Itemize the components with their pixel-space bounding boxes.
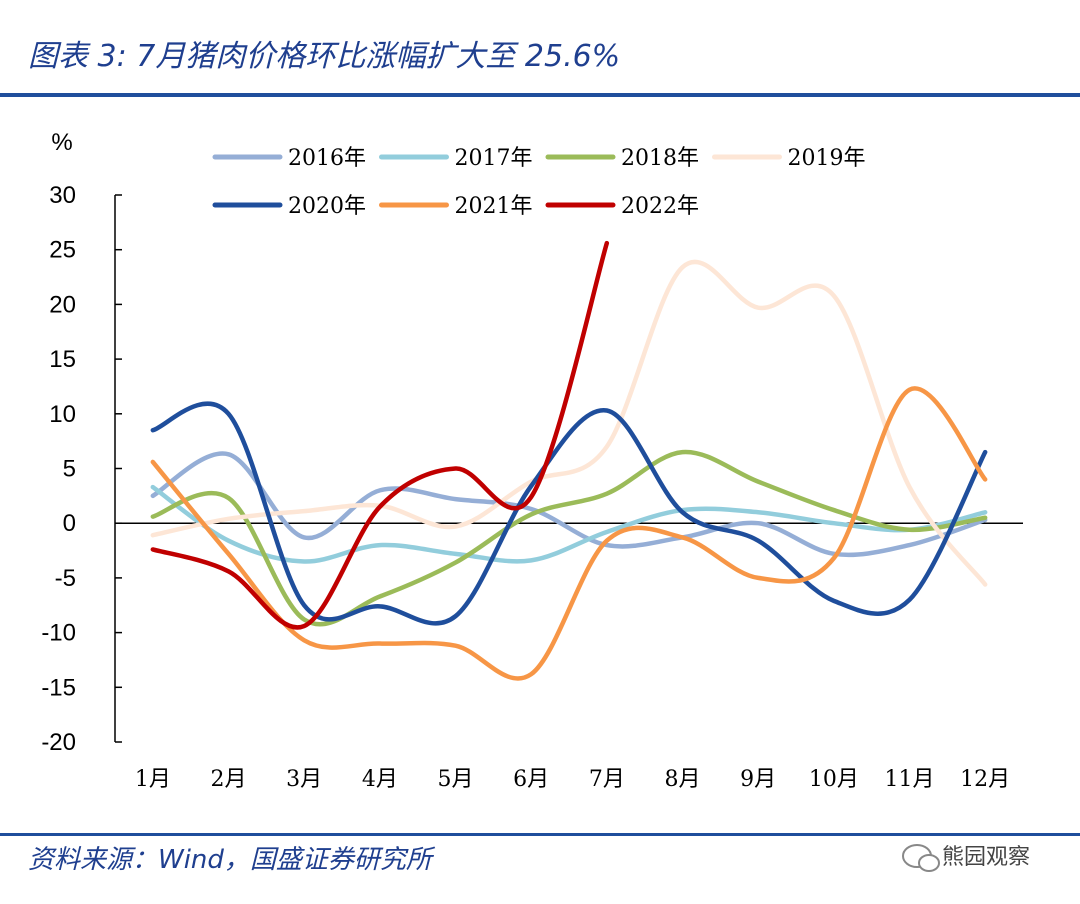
line-series [150,386,988,681]
y-tick-label: 10 [49,401,76,428]
source: 资料来源：Wind，国盛证券研究所 [28,845,436,875]
legend-label: 2021年 [455,194,533,219]
footer-rule [0,833,1080,836]
line-series [150,451,988,558]
y-tick-label: -10 [41,620,76,647]
line-series [150,259,988,587]
x-tick-label: 10月 [809,767,859,792]
x-tick-label: 8月 [665,767,701,792]
y-tick-label: -5 [55,565,76,592]
x-tick-label: 2月 [211,767,247,792]
title-rule [0,93,1080,97]
y-tick-label: 30 [49,182,76,209]
y-tick-label: 5 [63,456,76,483]
legend-label: 2022年 [621,194,699,219]
legend-label: 2016年 [288,146,366,171]
legend-label: 2020年 [288,194,366,219]
x-tick-label: 4月 [362,767,398,792]
chart-title: 图表 3: 7月猪肉价格环比涨幅扩大至 25.6% [28,39,620,74]
watermark-icon [902,844,940,872]
x-tick-label: 12月 [960,767,1010,792]
y-tick-label: 0 [63,510,76,537]
line-series [150,240,610,630]
x-tick-label: 9月 [740,767,776,792]
watermark: 熊园观察 [942,845,1030,870]
legend-label: 2018年 [621,146,699,171]
legend-label: 2017年 [455,146,533,171]
y-axis-label: % [51,129,72,156]
y-tick-label: 25 [49,237,76,264]
y-tick-label: -20 [41,729,76,756]
line-series [150,449,988,627]
legend-label: 2019年 [788,146,866,171]
x-tick-label: 6月 [513,767,549,792]
y-tick-label: 15 [49,346,76,373]
line-series [150,401,988,626]
line-series [150,484,988,564]
x-tick-label: 1月 [135,767,171,792]
x-tick-label: 11月 [885,767,935,792]
y-tick-label: -15 [41,674,76,701]
x-tick-label: 7月 [589,767,625,792]
x-tick-label: 3月 [286,767,322,792]
x-tick-label: 5月 [438,767,474,792]
y-tick-label: 20 [49,291,76,318]
